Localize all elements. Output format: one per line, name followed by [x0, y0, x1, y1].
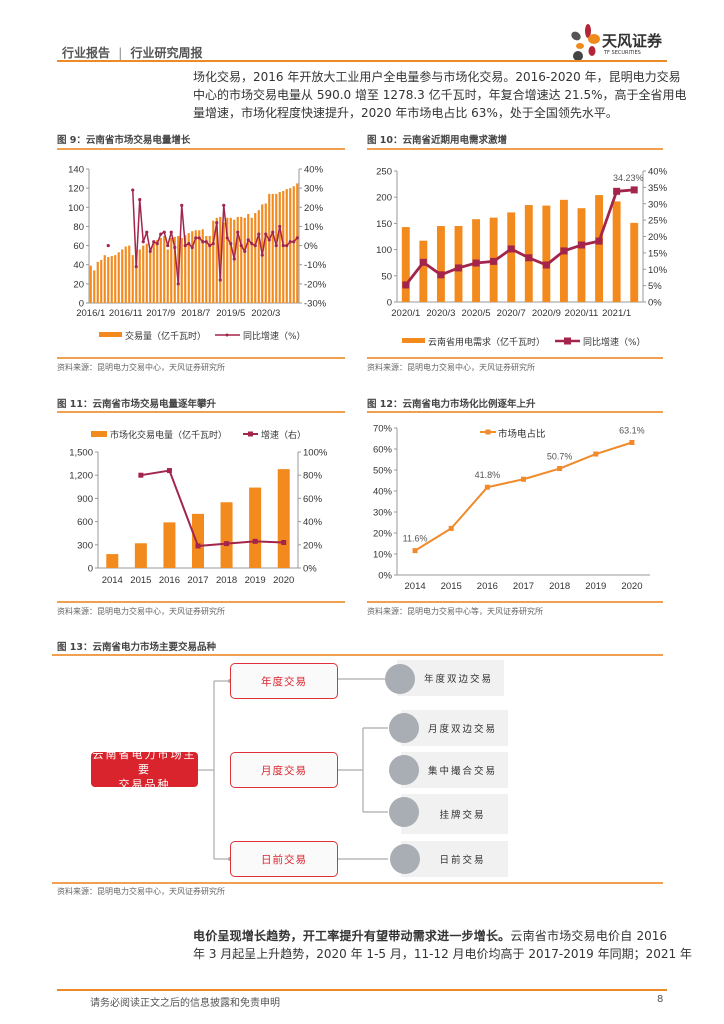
- diagram-node-annual: 年度交易: [230, 663, 338, 699]
- figure-11-bottom-rule: [57, 601, 345, 603]
- header-breadcrumb: 行业报告 | 行业研究周报: [62, 44, 202, 61]
- paragraph-bold-lead: 电价呈现增长趋势，开工率提升有望带动需求进一步增长。: [193, 929, 511, 943]
- diagram-node-day-ahead: 日前交易: [230, 841, 338, 877]
- figure-9-bottom-rule: [57, 357, 345, 359]
- logo-en: TF SECURITIES: [604, 50, 641, 56]
- company-logo: 天风证券 TF SECURITIES: [568, 24, 668, 62]
- fig9-legend-line-label: 同比增速（%）: [243, 332, 306, 342]
- figure-10-source: 资料来源：昆明电力交易中心，天风证券研究所: [367, 363, 535, 372]
- diagram-leaf-annual-bilateral: 年度双边交易: [397, 660, 504, 696]
- body-paragraph-1: 场化交易，2016 年开放大工业用户全电量参与市场化交易。2016-2020 年…: [193, 68, 687, 122]
- figure-12-bottom-rule: [367, 601, 663, 603]
- body-paragraph-2: 电价呈现增长趋势，开工率提升有望带动需求进一步增长。云南省市场交易电价自 201…: [193, 927, 692, 963]
- paragraph-line: 量增速，市场化程度快速提升，2020 年市场电占比 63%，处于全国领先水平。: [193, 106, 618, 120]
- figure-11-top-rule: [57, 411, 345, 413]
- footer-disclaimer: 请务必阅读正文之后的信息披露和免责申明: [90, 998, 280, 1009]
- diagram-root-node: 云南省电力市场主要 交易品种: [91, 748, 198, 791]
- circle-bullet-icon: [390, 844, 420, 874]
- figure-12-source: 资料来源：昆明电力交易中心等，天风证券研究所: [367, 607, 543, 616]
- circle-bullet-icon: [389, 713, 419, 743]
- header-divider: [57, 60, 667, 62]
- root-line: 交易品种: [118, 778, 171, 791]
- fig10-legend-bar-label: 云南省用电需求（亿千瓦时）: [428, 338, 546, 348]
- paragraph-line: 中心的市场交易电量从 590.0 增至 1278.3 亿千瓦时，年复合增速达 2…: [193, 88, 687, 102]
- paragraph-line: 电价呈现增长趋势，开工率提升有望带动需求进一步增长。云南省市场交易电价自 201…: [193, 927, 667, 945]
- figure-9-source: 资料来源：昆明电力交易中心，天风证券研究所: [57, 363, 225, 372]
- circle-bullet-icon: [385, 664, 415, 694]
- fig12-legend-line-label: 市场电占比: [498, 429, 546, 440]
- figure-9-top-rule: [57, 148, 345, 150]
- figure-9-title: 图 9：云南省市场交易电量增长: [57, 135, 191, 146]
- circle-bullet-icon: [389, 797, 419, 827]
- logo-petals-icon: [571, 24, 600, 61]
- report-series: 行业研究周报: [130, 46, 203, 60]
- logo-cn: 天风证券: [602, 32, 663, 50]
- fig11-legend-bar-label: 市场化交易电量（亿千瓦时）: [110, 431, 228, 441]
- figure-11-source: 资料来源：昆明电力交易中心，天风证券研究所: [57, 607, 225, 616]
- figure-11-title: 图 11：云南省市场交易电量逐年攀升: [57, 399, 217, 410]
- page-number: 8: [657, 994, 664, 1005]
- fig9-legend-bar-label: 交易量（亿千瓦时）: [125, 332, 207, 342]
- fig11-legend-line-label: 增速（右）: [261, 431, 307, 441]
- figure-10-top-rule: [367, 148, 663, 150]
- circle-bullet-icon: [389, 755, 419, 785]
- separator: |: [118, 46, 123, 60]
- figure-13-top-rule-ext: [498, 654, 663, 656]
- figure-10-title: 图 10：云南省近期用电需求激增: [367, 135, 508, 146]
- footer-divider: [57, 989, 667, 991]
- figure-12-title: 图 12：云南省电力市场化比例逐年上升: [367, 399, 536, 410]
- diagram-node-monthly: 月度交易: [230, 752, 338, 788]
- figure-13-title: 图 13：云南省电力市场主要交易品种: [57, 642, 217, 653]
- figure-10-bottom-rule: [367, 357, 663, 359]
- paragraph-line: 场化交易，2016 年开放大工业用户全电量参与市场化交易。2016-2020 年…: [193, 70, 681, 84]
- figure-12-top-rule: [367, 411, 663, 413]
- figure-13-top-rule: [52, 654, 498, 656]
- report-type: 行业报告: [62, 46, 111, 60]
- root-line: 云南省电力市场主要: [92, 748, 197, 776]
- fig10-legend-line-label: 同比增速（%）: [583, 338, 646, 348]
- figure-13-source: 资料来源：昆明电力交易中心，天风证券研究所: [57, 887, 225, 896]
- paragraph-text: 云南省市场交易电价自 2016: [510, 929, 667, 943]
- figure-13-bottom-rule: [52, 882, 663, 884]
- paragraph-line: 年 3 月起呈上升趋势，2020 年 1-5 月，11-12 月电价均高于 20…: [193, 947, 692, 961]
